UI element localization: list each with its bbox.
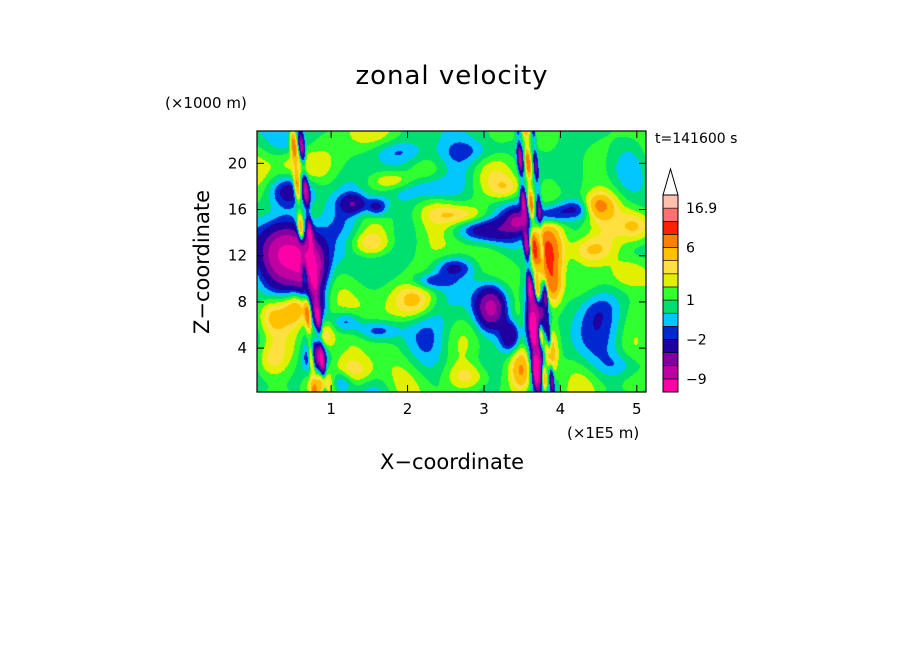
x-tick-label: 3 xyxy=(479,400,489,418)
colorbar-frame xyxy=(662,194,679,393)
y-tick-label: 16 xyxy=(228,201,247,219)
colorbar-swatch-7 xyxy=(662,286,679,301)
colorbar-swatch-8 xyxy=(662,273,679,288)
colorbar-swatch-1 xyxy=(662,365,679,380)
x-tick-label: 4 xyxy=(556,400,566,418)
colorbar-swatch-10 xyxy=(662,247,679,261)
x-axis-label: X−coordinate xyxy=(380,450,524,474)
colorbar-swatch-14 xyxy=(662,194,679,209)
velocity-field-image xyxy=(257,131,646,392)
colorbar-swatch-12 xyxy=(662,220,679,235)
colorbar-swatch-4 xyxy=(662,326,679,340)
x-tick-label: 5 xyxy=(632,400,642,418)
colorbar-swatch-3 xyxy=(662,339,679,353)
colorbar-swatch-0 xyxy=(662,378,679,393)
colorbar-tick-label: −9 xyxy=(686,372,707,388)
x-unit-label: (×1E5 m) xyxy=(567,424,639,442)
colorbar-tick-label: 16.9 xyxy=(686,201,717,217)
y-tick-label: 8 xyxy=(237,293,247,311)
plot-frame xyxy=(256,130,647,393)
colorbar-swatch-11 xyxy=(662,234,679,248)
colorbar-tick-label: 1 xyxy=(686,293,695,309)
colorbar-tick-label: −2 xyxy=(686,332,707,348)
colorbar-swatch-2 xyxy=(662,352,679,367)
colorbar-swatch-9 xyxy=(662,260,679,275)
y-unit-label: (×1000 m) xyxy=(165,94,247,112)
y-tick-label: 4 xyxy=(237,339,247,357)
chart-title: zonal velocity xyxy=(355,61,548,91)
y-tick-label: 20 xyxy=(228,154,247,172)
y-axis-label: Z−coordinate xyxy=(190,190,214,334)
colorbar-extend-arrow xyxy=(662,167,679,196)
x-tick-label: 1 xyxy=(326,400,336,418)
colorbar-tick-label: 6 xyxy=(686,241,695,257)
y-tick-label: 12 xyxy=(228,247,247,265)
colorbar: 16.9 6 1 −2 −9 xyxy=(662,167,717,393)
colorbar-swatch-6 xyxy=(662,299,679,314)
y-axis-ticks: 4 8 12 16 20 xyxy=(228,154,646,357)
colorbar-swatch-5 xyxy=(662,312,679,327)
time-label: t=141600 s xyxy=(655,131,737,147)
colorbar-swatch-13 xyxy=(662,207,679,222)
x-tick-label: 2 xyxy=(403,400,413,418)
x-axis-ticks: 1 2 3 4 5 xyxy=(326,131,642,418)
